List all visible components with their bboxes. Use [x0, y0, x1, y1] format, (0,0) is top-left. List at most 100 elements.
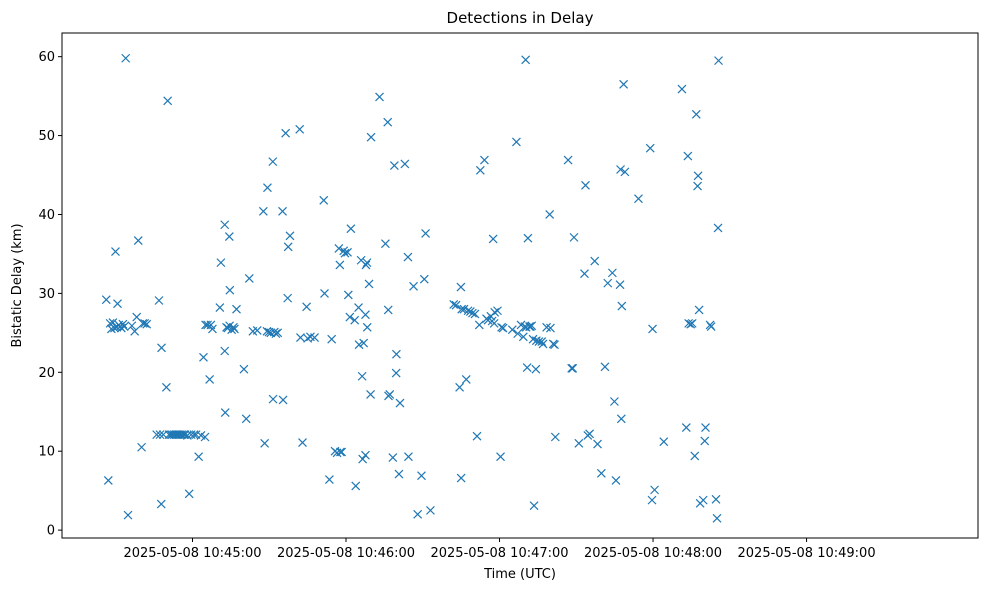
data-point — [281, 128, 291, 138]
data-point — [713, 223, 723, 233]
y-axis-ticks: 0 10 20 30 40 50 60 — [38, 50, 62, 539]
data-point — [208, 324, 217, 334]
x-tick-label: 2025-05-08 10:46:00 — [277, 546, 415, 561]
data-point — [345, 312, 355, 322]
data-point — [380, 239, 390, 249]
data-point — [361, 450, 370, 460]
data-point — [364, 279, 374, 289]
data-point — [563, 155, 573, 165]
data-point — [496, 452, 505, 462]
data-point — [403, 252, 413, 262]
data-point — [603, 278, 613, 288]
data-point — [388, 453, 398, 462]
data-point — [546, 323, 555, 333]
data-point — [220, 220, 230, 230]
data-point — [467, 308, 477, 318]
data-point — [521, 55, 531, 65]
data-point — [278, 395, 288, 405]
data-point — [362, 258, 372, 268]
data-point — [351, 481, 361, 491]
data-point — [258, 206, 268, 216]
data-point — [650, 485, 660, 495]
data-point — [260, 438, 270, 448]
data-point — [205, 374, 215, 384]
data-point — [103, 475, 113, 485]
data-point — [391, 349, 401, 359]
data-point — [712, 513, 722, 523]
data-point — [200, 432, 210, 442]
data-point — [354, 340, 364, 350]
data-point — [137, 442, 146, 452]
data-point — [346, 224, 356, 234]
data-point — [302, 302, 312, 312]
data-point — [480, 155, 489, 165]
data-point — [230, 324, 239, 334]
data-point — [283, 242, 293, 252]
data-point — [531, 364, 541, 374]
data-point — [701, 423, 710, 432]
data-point — [616, 414, 626, 424]
data-point — [518, 332, 528, 342]
data-point — [455, 382, 465, 392]
data-point — [609, 397, 619, 406]
data-point — [358, 454, 368, 464]
data-point — [419, 274, 429, 284]
data-point — [620, 167, 630, 177]
data-point — [634, 194, 643, 204]
data-point — [157, 343, 166, 353]
data-point — [283, 293, 293, 303]
data-point — [617, 301, 627, 311]
data-point — [417, 471, 426, 481]
data-point — [113, 299, 122, 309]
data-point — [413, 509, 423, 519]
data-point — [472, 431, 482, 441]
data-point — [273, 328, 283, 338]
data-point — [111, 247, 120, 256]
data-point — [285, 231, 295, 241]
data-point — [619, 79, 629, 89]
data-point — [133, 236, 143, 245]
data-point — [647, 495, 657, 505]
data-point — [475, 165, 485, 175]
x-tick-label: 2025-05-08 10:48:00 — [584, 546, 722, 561]
data-point — [118, 319, 128, 329]
data-point — [194, 452, 204, 462]
data-point — [155, 430, 165, 440]
data-point — [534, 337, 544, 346]
data-point — [271, 329, 281, 339]
data-point — [659, 437, 669, 447]
data-point — [350, 315, 360, 325]
data-point — [585, 429, 595, 439]
data-point — [334, 243, 344, 253]
data-point — [490, 307, 500, 317]
y-tick-label: 40 — [38, 208, 55, 223]
data-point — [199, 352, 208, 362]
data-point — [567, 363, 577, 373]
data-point — [127, 321, 137, 331]
data-point — [693, 181, 702, 191]
data-points — [101, 53, 723, 523]
data-point — [400, 159, 410, 169]
data-point — [456, 473, 466, 483]
data-point — [706, 322, 716, 331]
data-point — [268, 157, 278, 167]
data-point — [383, 117, 393, 127]
data-point — [596, 468, 606, 478]
data-point — [140, 318, 150, 328]
y-tick-label: 0 — [47, 524, 55, 539]
data-point — [366, 132, 376, 142]
data-point — [184, 489, 194, 499]
data-point — [224, 232, 234, 242]
data-point — [687, 318, 697, 328]
data-point — [357, 371, 367, 381]
data-point — [123, 510, 133, 520]
data-point — [310, 333, 319, 343]
data-point — [463, 306, 473, 316]
data-point — [545, 210, 555, 219]
data-point — [268, 394, 278, 404]
data-point — [335, 260, 345, 270]
data-point — [511, 137, 521, 147]
data-point — [569, 232, 579, 242]
chart-title: Detections in Delay — [447, 9, 594, 27]
